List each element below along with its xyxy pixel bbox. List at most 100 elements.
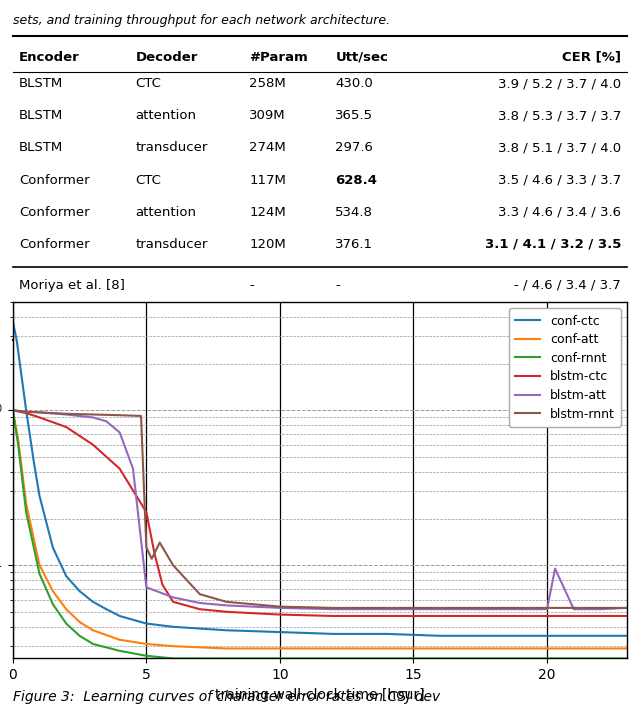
blstm-att bbox=[596, 605, 604, 613]
Text: transducer: transducer bbox=[136, 142, 208, 154]
blstm-rnnt bbox=[623, 604, 631, 612]
conf-att bbox=[14, 435, 22, 443]
Text: 430.0: 430.0 bbox=[335, 77, 373, 90]
Text: #Param: #Param bbox=[250, 51, 308, 64]
blstm-att bbox=[223, 601, 230, 610]
Text: 117M: 117M bbox=[250, 173, 286, 186]
conf-rnnt bbox=[36, 569, 44, 578]
Text: 3.8 / 5.1 / 3.7 / 4.0: 3.8 / 5.1 / 3.7 / 4.0 bbox=[498, 142, 621, 154]
conf-ctc bbox=[276, 628, 284, 636]
conf-rnnt bbox=[169, 654, 177, 663]
Text: Figure 3:  Learning curves of character error rates on CSJ dev: Figure 3: Learning curves of character e… bbox=[13, 690, 440, 704]
blstm-rnnt bbox=[137, 411, 145, 420]
Line: conf-att: conf-att bbox=[13, 411, 627, 649]
blstm-rnnt bbox=[196, 590, 204, 598]
Text: CER [%]: CER [%] bbox=[562, 51, 621, 64]
Text: Encoder: Encoder bbox=[19, 51, 80, 64]
conf-rnnt bbox=[223, 654, 230, 663]
conf-ctc bbox=[17, 367, 25, 375]
conf-ctc bbox=[22, 406, 30, 415]
conf-att bbox=[36, 561, 44, 569]
Text: 3.5 / 4.6 / 3.3 / 3.7: 3.5 / 4.6 / 3.3 / 3.7 bbox=[498, 173, 621, 186]
conf-att bbox=[9, 406, 17, 415]
blstm-ctc bbox=[543, 612, 551, 620]
blstm-ctc bbox=[89, 440, 97, 449]
blstm-ctc bbox=[36, 413, 44, 422]
conf-att bbox=[76, 617, 83, 626]
blstm-rnnt bbox=[543, 604, 551, 612]
conf-att bbox=[596, 644, 604, 653]
Text: Conformer: Conformer bbox=[19, 238, 90, 251]
conf-ctc bbox=[490, 632, 497, 640]
blstm-ctc bbox=[276, 610, 284, 619]
Text: attention: attention bbox=[136, 205, 196, 219]
blstm-rnnt bbox=[22, 407, 30, 416]
conf-att bbox=[143, 640, 150, 649]
conf-rnnt bbox=[116, 646, 124, 655]
blstm-att bbox=[169, 593, 177, 602]
Text: Guo et al. [6, 28]: Guo et al. [6, 28] bbox=[19, 311, 132, 324]
conf-att bbox=[436, 644, 444, 653]
conf-rnnt bbox=[623, 654, 631, 663]
blstm-att bbox=[570, 605, 578, 613]
Line: blstm-ctc: blstm-ctc bbox=[13, 411, 627, 616]
blstm-rnnt bbox=[143, 543, 150, 552]
blstm-att bbox=[143, 583, 150, 592]
conf-rnnt bbox=[76, 632, 83, 640]
blstm-ctc bbox=[22, 409, 30, 417]
conf-rnnt bbox=[14, 440, 22, 449]
Text: Conformer: Conformer bbox=[19, 205, 90, 219]
conf-att bbox=[89, 626, 97, 634]
blstm-att bbox=[196, 599, 204, 607]
blstm-ctc bbox=[116, 464, 124, 473]
Text: 534.8: 534.8 bbox=[335, 205, 373, 219]
conf-rnnt bbox=[62, 620, 70, 628]
conf-ctc bbox=[89, 598, 97, 606]
Line: conf-ctc: conf-ctc bbox=[13, 321, 627, 636]
conf-ctc bbox=[543, 632, 551, 640]
conf-ctc bbox=[49, 543, 57, 552]
Text: 3.1 / 4.1 / 3.2 / 3.5: 3.1 / 4.1 / 3.2 / 3.5 bbox=[484, 238, 621, 251]
blstm-ctc bbox=[169, 598, 177, 606]
blstm-rnnt bbox=[156, 538, 164, 547]
blstm-att bbox=[9, 406, 17, 415]
blstm-att bbox=[22, 407, 30, 416]
conf-rnnt bbox=[436, 654, 444, 663]
blstm-att bbox=[89, 413, 97, 422]
blstm-rnnt bbox=[89, 410, 97, 418]
conf-rnnt bbox=[543, 654, 551, 663]
conf-att bbox=[623, 644, 631, 653]
blstm-ctc bbox=[596, 612, 604, 620]
conf-rnnt bbox=[383, 654, 390, 663]
Text: Conformer: Conformer bbox=[19, 173, 90, 186]
conf-ctc bbox=[436, 632, 444, 640]
Text: 3.3 / 4.6 / 3.4 / 3.6: 3.3 / 4.6 / 3.4 / 3.6 bbox=[498, 205, 621, 219]
Text: 258M: 258M bbox=[250, 77, 286, 90]
conf-ctc bbox=[623, 632, 631, 640]
conf-rnnt bbox=[276, 654, 284, 663]
blstm-att bbox=[543, 605, 551, 613]
Text: Utt/sec: Utt/sec bbox=[335, 51, 388, 64]
conf-att bbox=[543, 644, 551, 653]
Line: conf-rnnt: conf-rnnt bbox=[13, 411, 627, 658]
conf-att bbox=[116, 636, 124, 644]
blstm-ctc bbox=[623, 612, 631, 620]
blstm-att bbox=[436, 605, 444, 613]
blstm-att bbox=[551, 564, 559, 573]
Text: -: - bbox=[335, 278, 340, 292]
Text: transducer: transducer bbox=[136, 238, 208, 251]
Text: Moriya et al. [8]: Moriya et al. [8] bbox=[19, 278, 125, 292]
blstm-ctc bbox=[330, 612, 337, 620]
conf-ctc bbox=[223, 626, 230, 634]
conf-ctc bbox=[36, 491, 44, 500]
blstm-rnnt bbox=[148, 554, 156, 563]
blstm-att bbox=[116, 428, 124, 437]
Text: 365.5: 365.5 bbox=[335, 109, 373, 122]
conf-rnnt bbox=[143, 651, 150, 660]
blstm-ctc bbox=[143, 508, 150, 516]
blstm-rnnt bbox=[596, 604, 604, 612]
conf-att bbox=[22, 499, 30, 508]
Text: 297.6: 297.6 bbox=[335, 142, 373, 154]
conf-att bbox=[62, 605, 70, 613]
Text: attention: attention bbox=[136, 109, 196, 122]
